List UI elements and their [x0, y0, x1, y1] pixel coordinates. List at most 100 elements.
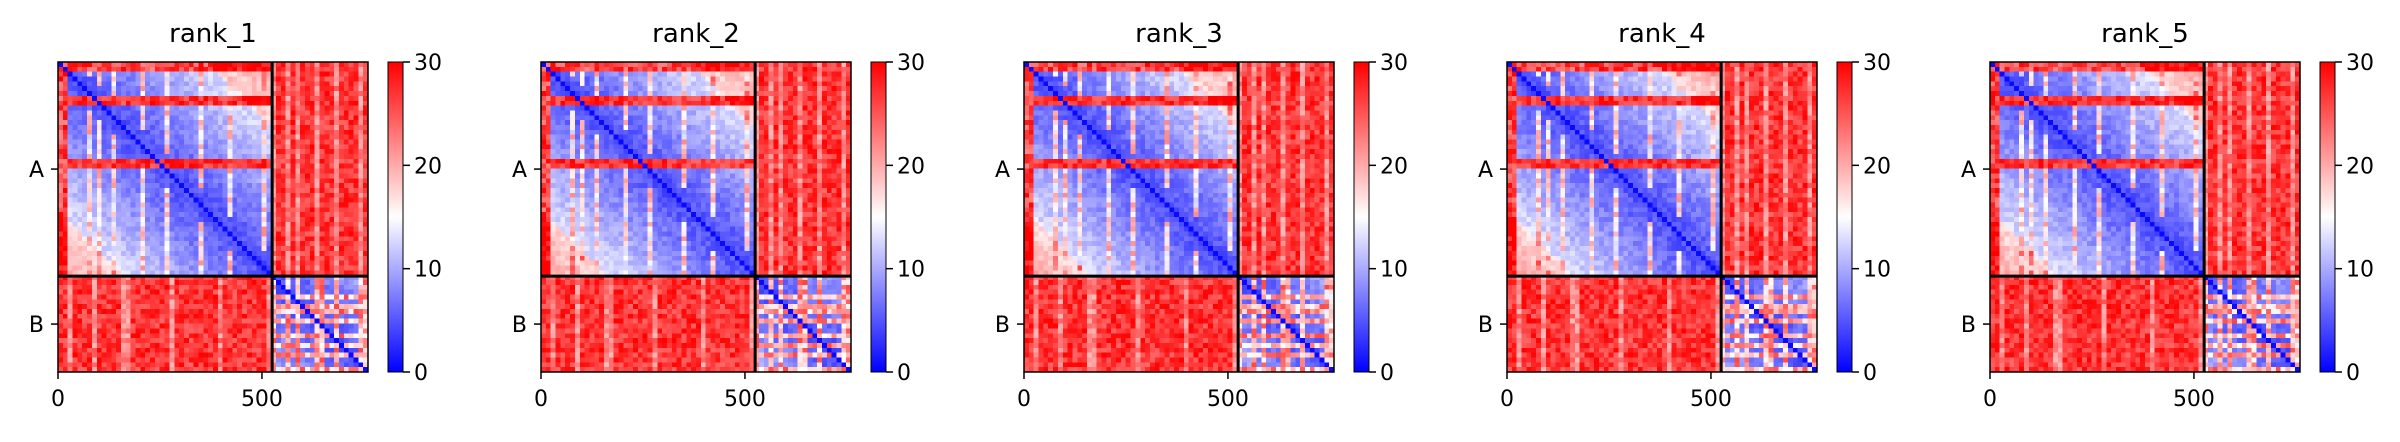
heatmap-cell	[131, 265, 136, 270]
heatmap-cell	[145, 314, 150, 319]
heatmap-cell	[310, 67, 315, 72]
heatmap-cell	[623, 96, 628, 101]
heatmap-cell	[291, 91, 296, 96]
heatmap-cell	[68, 353, 73, 358]
heatmap-cell	[87, 154, 92, 159]
heatmap-cell	[58, 357, 63, 362]
heatmap-cell	[242, 261, 247, 266]
heatmap-cell	[184, 149, 189, 154]
heatmap-cell	[652, 62, 657, 67]
heatmap-cell	[116, 290, 121, 295]
heatmap-cell	[203, 222, 208, 227]
heatmap-cell	[145, 91, 150, 96]
heatmap-cell	[73, 324, 78, 329]
heatmap-cell	[320, 241, 325, 246]
heatmap-cell	[339, 222, 344, 227]
heatmap-cell	[551, 125, 556, 130]
heatmap-cell	[228, 290, 233, 295]
heatmap-cell	[681, 91, 686, 96]
heatmap-cell	[619, 101, 624, 106]
heatmap-cell	[189, 62, 194, 67]
heatmap-cell	[730, 86, 735, 91]
heatmap-cell	[324, 261, 329, 266]
heatmap-cell	[131, 343, 136, 348]
heatmap-cell	[155, 135, 160, 140]
heatmap-cell	[252, 115, 257, 120]
heatmap-cell	[68, 202, 73, 207]
heatmap-cell	[218, 353, 223, 358]
heatmap-cell	[261, 319, 266, 324]
heatmap-cell	[68, 328, 73, 333]
heatmap-cell	[276, 309, 281, 314]
heatmap-cell	[807, 62, 812, 67]
heatmap-cell	[295, 96, 300, 101]
heatmap-cell	[194, 319, 199, 324]
heatmap-cell	[560, 125, 565, 130]
heatmap-cell	[155, 236, 160, 241]
heatmap-cell	[179, 72, 184, 77]
heatmap-cell	[300, 241, 305, 246]
heatmap-cell	[87, 290, 92, 295]
heatmap-cell	[247, 299, 252, 304]
heatmap-cell	[257, 328, 262, 333]
heatmap-cell	[136, 110, 141, 115]
heatmap-cell	[111, 202, 116, 207]
heatmap-cell	[87, 188, 92, 193]
heatmap-cell	[63, 256, 68, 261]
heatmap-cell	[198, 290, 203, 295]
heatmap-cell	[174, 217, 179, 222]
heatmap-cell	[116, 362, 121, 367]
heatmap-cell	[198, 72, 203, 77]
heatmap-cell	[836, 96, 841, 101]
heatmap-cell	[686, 106, 691, 111]
heatmap-cell	[87, 251, 92, 256]
heatmap-cell	[560, 91, 565, 96]
heatmap-cell	[783, 62, 788, 67]
heatmap-cell	[92, 110, 97, 115]
heatmap-cell	[730, 110, 735, 115]
heatmap-cell	[126, 314, 131, 319]
heatmap-cell	[92, 348, 97, 353]
heatmap-cell	[68, 314, 73, 319]
heatmap-cell	[189, 212, 194, 217]
heatmap-cell	[165, 198, 170, 203]
heatmap-cell	[116, 343, 121, 348]
heatmap-cell	[261, 324, 266, 329]
heatmap-cell	[121, 120, 126, 125]
heatmap-cell	[320, 265, 325, 270]
heatmap-cell	[261, 72, 266, 77]
heatmap-cell	[619, 91, 624, 96]
heatmap-cell	[155, 81, 160, 86]
heatmap-cell	[344, 96, 349, 101]
heatmap-cell	[320, 144, 325, 149]
heatmap-cell	[774, 101, 779, 106]
heatmap-cell	[295, 159, 300, 164]
heatmap-cell	[614, 72, 619, 77]
heatmap-cell	[68, 212, 73, 217]
heatmap-cell	[82, 67, 87, 72]
heatmap-cell	[73, 62, 78, 67]
heatmap-cell	[184, 246, 189, 251]
heatmap-cell	[165, 314, 170, 319]
heatmap-cell	[286, 125, 291, 130]
heatmap-cell	[339, 188, 344, 193]
heatmap-cell	[334, 280, 339, 285]
heatmap-cell	[63, 299, 68, 304]
heatmap-cell	[551, 91, 556, 96]
heatmap-cell	[305, 357, 310, 362]
heatmap-cell	[198, 154, 203, 159]
heatmap-cell	[218, 178, 223, 183]
heatmap-cell	[686, 91, 691, 96]
heatmap-cell	[261, 159, 266, 164]
heatmap-cell	[198, 309, 203, 314]
heatmap-cell	[585, 115, 590, 120]
heatmap-cell	[150, 125, 155, 130]
heatmap-cell	[97, 207, 102, 212]
heatmap-cell	[691, 91, 696, 96]
heatmap-cell	[247, 86, 252, 91]
heatmap-cell	[106, 188, 111, 193]
heatmap-cell	[252, 159, 257, 164]
heatmap-cell	[252, 178, 257, 183]
heatmap-cell	[203, 343, 208, 348]
heatmap-cell	[68, 236, 73, 241]
